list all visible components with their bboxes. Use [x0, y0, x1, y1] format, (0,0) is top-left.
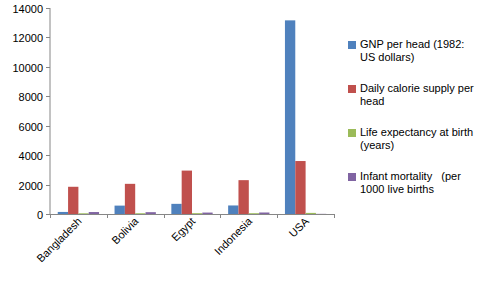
bar	[285, 20, 295, 214]
x-tick	[50, 214, 51, 218]
y-tick-label: 8000	[19, 91, 43, 103]
bar	[182, 171, 192, 214]
x-axis	[50, 214, 334, 215]
bar	[89, 212, 99, 214]
y-tick-label: 12000	[12, 32, 43, 44]
y-tick-label: 4000	[19, 150, 43, 162]
bar	[228, 205, 238, 214]
bar	[171, 204, 181, 214]
legend-label: Daily calorie supply per head	[360, 82, 478, 108]
bar	[68, 187, 78, 214]
bar	[125, 184, 135, 214]
bar	[135, 213, 145, 214]
y-tick	[46, 214, 50, 215]
bar	[249, 213, 259, 214]
y-tick	[46, 37, 50, 38]
bar	[238, 180, 248, 214]
legend-key	[348, 85, 356, 93]
y-tick-label: 0	[37, 209, 43, 221]
legend-label: Infant mortality (per 1000 live births	[360, 170, 478, 196]
y-tick	[46, 67, 50, 68]
legend-key	[348, 41, 356, 49]
bar	[78, 213, 88, 214]
legend-label: Life expectancy at birth (years)	[360, 126, 478, 152]
x-tick-label: USA	[287, 214, 312, 239]
bar	[295, 161, 305, 214]
y-tick	[46, 185, 50, 186]
bars	[58, 20, 327, 214]
legend-label: GNP per head (1982: US dollars)	[360, 38, 478, 64]
y-tick	[46, 155, 50, 156]
y-axis	[50, 8, 51, 214]
bar	[192, 213, 202, 214]
x-tick	[334, 214, 335, 218]
x-tick	[220, 214, 221, 218]
bar	[306, 213, 316, 214]
y-tick	[46, 126, 50, 127]
y-tick	[46, 96, 50, 97]
bar	[115, 206, 125, 214]
legend-key	[348, 129, 356, 137]
bar	[202, 213, 212, 214]
y-tick	[46, 8, 50, 9]
y-tick-label: 6000	[19, 121, 43, 133]
x-tick-label: Bangladesh	[34, 215, 84, 265]
chart-wrap: 0 2000 4000 6000 8000 10000 12000 14000 Banglade…	[0, 0, 483, 289]
x-tick	[164, 214, 165, 218]
bar	[58, 212, 68, 214]
x-tick	[277, 214, 278, 218]
y-tick-label: 14000	[12, 3, 43, 15]
y-tick-label: 2000	[19, 180, 43, 192]
x-tick-label: Bolivia	[109, 214, 141, 246]
y-tick-label: 10000	[12, 62, 43, 74]
bar	[316, 213, 326, 214]
bar	[146, 212, 156, 214]
legend-key	[348, 173, 356, 181]
bar	[259, 212, 269, 214]
x-tick-label: Egypt	[169, 215, 197, 243]
x-tick-label: Indonesia	[212, 214, 255, 257]
x-tick	[107, 214, 108, 218]
